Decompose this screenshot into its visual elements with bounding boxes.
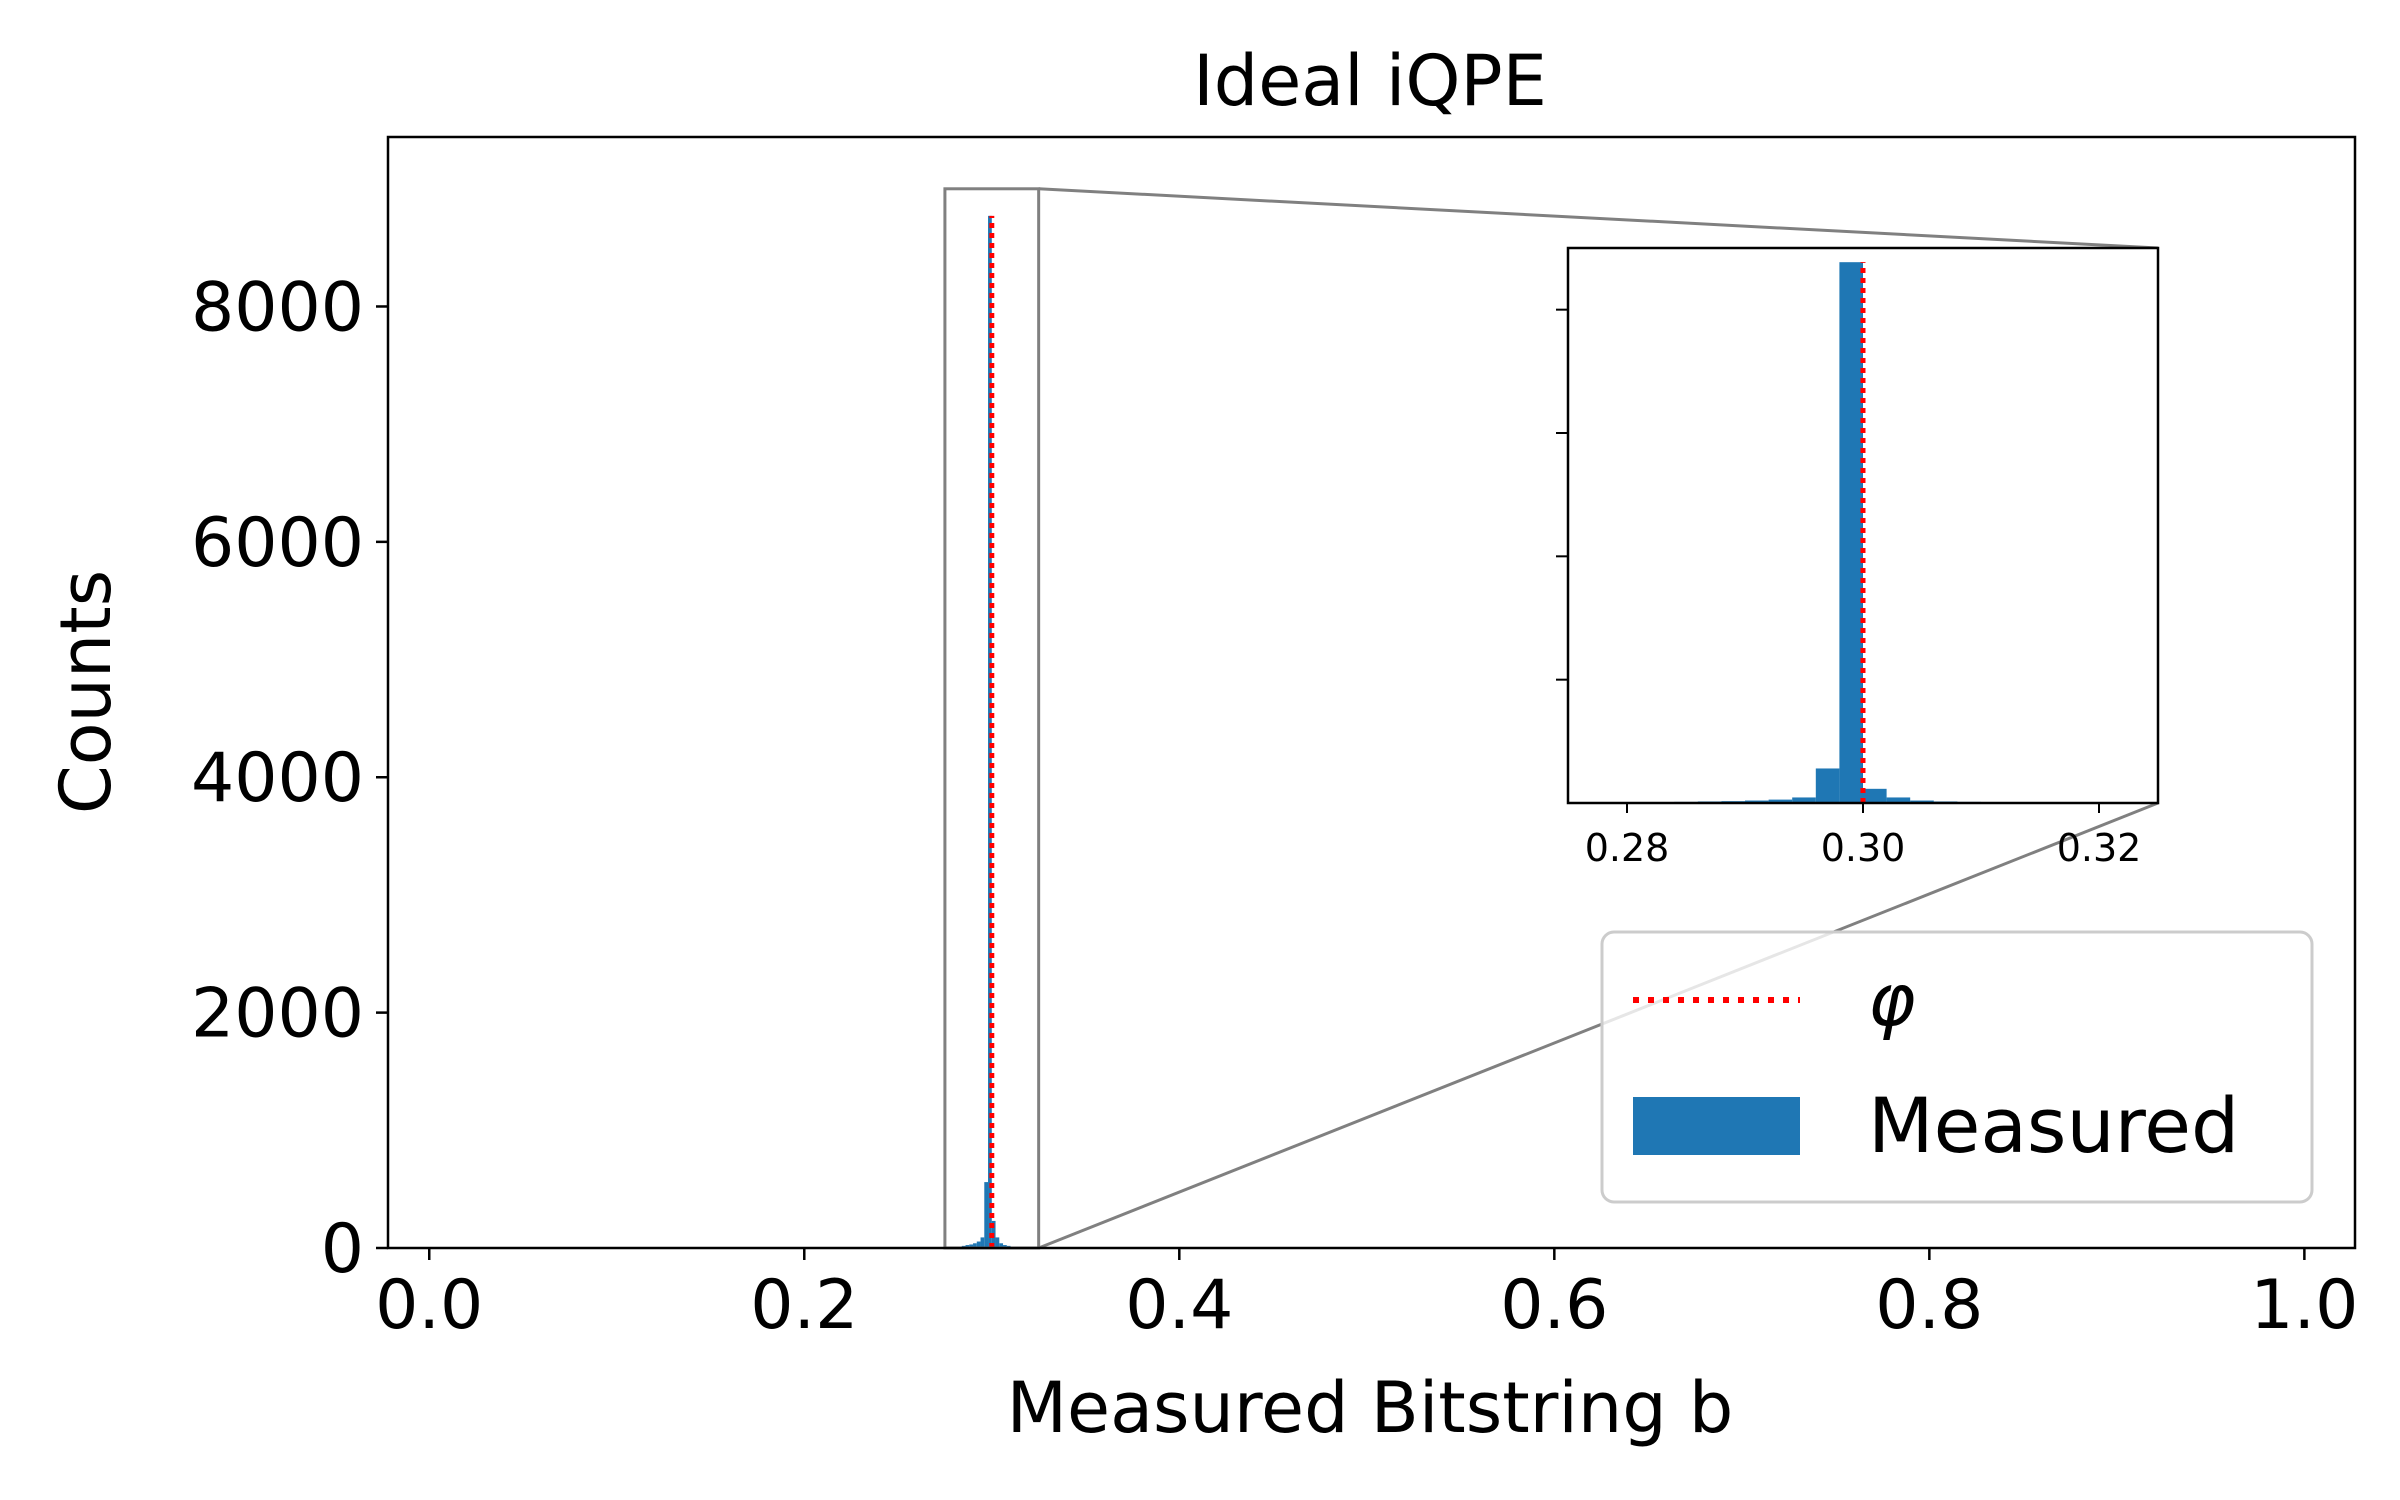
- x-tick-label: 0.4: [1125, 1266, 1233, 1345]
- y-axis-label: Counts: [45, 570, 127, 814]
- y-axis-ticks: 0 2000 4000 6000 8000: [191, 268, 388, 1289]
- inset-x-tick-label: 0.32: [2057, 826, 2142, 870]
- bar: [984, 1182, 989, 1248]
- bar: [969, 1244, 974, 1248]
- legend: φ Measured: [1600, 930, 2314, 1204]
- inset-bar: [1792, 797, 1816, 803]
- inset-bar: [1863, 788, 1887, 803]
- x-tick-label: 0.2: [750, 1266, 858, 1345]
- x-tick-label: 0.8: [1875, 1266, 1983, 1345]
- bar: [988, 215, 992, 1248]
- inset-axes: 0.28 0.30 0.32: [1556, 246, 2160, 870]
- bar: [995, 1237, 1000, 1248]
- chart-title: Ideal iQPE: [1193, 40, 1547, 122]
- inset-bar: [1768, 799, 1793, 803]
- bar: [973, 1243, 977, 1248]
- legend-measured-swatch: [1633, 1097, 1800, 1155]
- inset-bar: [1839, 262, 1863, 803]
- y-tick-label: 4000: [191, 739, 364, 818]
- y-tick-label: 8000: [191, 268, 364, 347]
- x-tick-label: 0.0: [375, 1266, 483, 1345]
- main-axes-frame: [386, 135, 2357, 1250]
- y-tick-label: 0: [321, 1210, 364, 1289]
- x-axis-ticks: 0.0 0.2 0.4 0.6 0.8 1.0: [375, 1248, 2358, 1345]
- inset-bar: [1886, 797, 1911, 803]
- legend-phi-label: φ: [1868, 958, 1916, 1042]
- x-tick-label: 1.0: [2250, 1266, 2358, 1345]
- bar: [980, 1237, 985, 1248]
- inset-x-ticks: 0.28 0.30 0.32: [1585, 803, 2142, 870]
- zoom-connector-line: [1038, 187, 2159, 250]
- bar: [976, 1241, 981, 1248]
- legend-measured-label: Measured: [1868, 1081, 2239, 1170]
- x-axis-label: Measured Bitstring b: [1007, 1367, 1734, 1449]
- inset-y-ticks: [1556, 308, 1568, 681]
- zoom-connector-line: [1038, 801, 2159, 1250]
- y-tick-label: 2000: [191, 975, 364, 1054]
- y-tick-label: 6000: [191, 504, 364, 583]
- inset-x-tick-label: 0.30: [1821, 826, 1906, 870]
- bar: [999, 1243, 1004, 1248]
- inset-x-tick-label: 0.28: [1585, 826, 1670, 870]
- inset-bar: [1815, 768, 1840, 803]
- x-tick-label: 0.6: [1500, 1266, 1608, 1345]
